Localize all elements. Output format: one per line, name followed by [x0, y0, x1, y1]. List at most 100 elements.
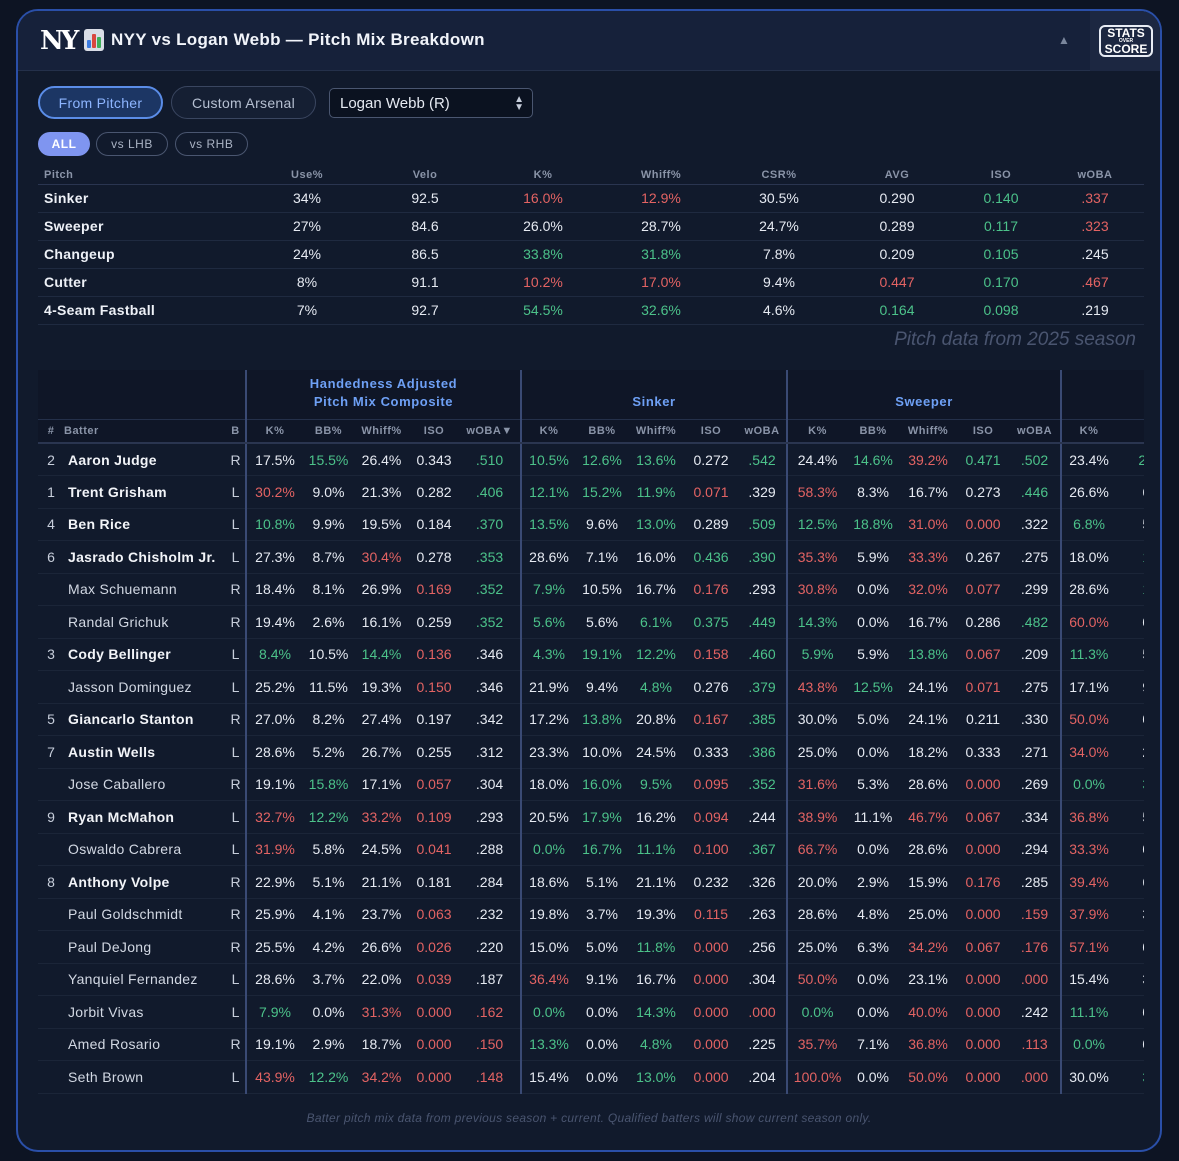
batter-stat: .244 [738, 800, 788, 834]
batter-stat: 15.4% [1060, 963, 1117, 996]
batter-stat: 5.6% [576, 605, 629, 639]
table-row[interactable]: Max Schuemann R 18.4% 8.1% 26.9% 0.169.352 7.9… [38, 573, 1144, 606]
batter-stat: 22.0% [354, 963, 410, 996]
batter-stat: 5.0% [576, 930, 629, 964]
batter-stat: .406 [459, 475, 522, 509]
table-row[interactable]: Jasson Dominguez L 25.2% 11.5% 19.3% 0.150.34… [38, 670, 1144, 704]
filter-vs-rhb[interactable]: vs RHB [175, 132, 248, 156]
pitch-col-header[interactable]: AVG [838, 166, 956, 185]
batter-stat: 0.0% [847, 995, 900, 1029]
pitch-col-header[interactable]: Velo [366, 166, 484, 185]
batter-stat: .294 [1009, 833, 1062, 866]
pitcher-select[interactable]: Logan Webb (R) ▲ ▼ [329, 88, 533, 118]
batter-col-header[interactable]: ISO [409, 418, 460, 444]
pitch-col-header[interactable]: Use% [248, 166, 366, 185]
table-row[interactable]: Randal Grichuk R 19.4% 2.6% 16.1% 0.259.352 5.… [38, 605, 1144, 639]
batter-stat: 30.0% [1060, 1060, 1117, 1094]
table-row[interactable]: Oswaldo Cabrera L 31.9% 5.8% 24.5% 0.041.288 0… [38, 833, 1144, 866]
batter-col-header[interactable]: K% [245, 418, 304, 444]
table-row[interactable]: Yanquiel Fernandez L 28.6% 3.7% 22.0% 0.039.1… [38, 963, 1144, 996]
batter-stat: 13.8% [576, 703, 629, 736]
batter-col-header[interactable]: K% [1060, 418, 1117, 444]
pitch-stat: .467 [1046, 268, 1144, 297]
pitch-col-header[interactable]: K% [484, 166, 602, 185]
batter-col-header[interactable]: Whiff% [899, 418, 958, 444]
pitch-name: Changeup [38, 240, 248, 269]
batter-stat: .000 [1009, 1060, 1062, 1094]
batter-stat: .326 [738, 865, 788, 899]
batter-col-header[interactable]: BB% [576, 418, 629, 444]
batter-col-header[interactable]: BB [1116, 418, 1144, 444]
pitch-col-header[interactable]: Pitch [38, 166, 248, 185]
table-row[interactable]: 3 Cody Bellinger L 8.4% 10.5% 14.4% 0.136.346 4… [38, 638, 1144, 671]
batting-order [38, 605, 64, 639]
pitch-stat: 24.7% [720, 212, 838, 241]
batter-col-header[interactable]: BB% [303, 418, 355, 444]
batter-stat: 12.5% [786, 508, 848, 541]
batter-stat: 13.5% [520, 508, 577, 541]
table-row[interactable]: 4 Ben Rice L 10.8% 9.9% 19.5% 0.184.370 13.5% 9.… [38, 508, 1144, 541]
batter-name: Yanquiel Fernandez [64, 963, 226, 996]
table-row[interactable]: Amed Rosario R 19.1% 2.9% 18.7% 0.000.150 13.3… [38, 1028, 1144, 1061]
batter-stat: 13.8% [899, 638, 958, 671]
batter-hand: L [226, 995, 247, 1029]
batter-stat: 13.0% [628, 508, 685, 541]
batter-col-header[interactable]: Whiff% [354, 418, 410, 444]
table-row[interactable]: 6 Jasrado Chisholm Jr. L 27.3% 8.7% 30.4% 0.27… [38, 540, 1144, 574]
batter-col-header[interactable]: Whiff% [628, 418, 685, 444]
batter-stat: 5.6 [1116, 638, 1144, 671]
table-row[interactable]: 2 Aaron Judge R 17.5% 15.5% 26.4% 0.343.510 10.… [38, 443, 1144, 476]
batter-stat: .367 [738, 833, 788, 866]
table-row[interactable]: 8 Anthony Volpe R 22.9% 5.1% 21.1% 0.181.284 18… [38, 865, 1144, 899]
batter-name: Trent Grisham [64, 475, 226, 509]
batter-stat: 0.0% [786, 995, 848, 1029]
batter-col-header[interactable]: wOBA▼ [459, 418, 522, 444]
batter-col-header[interactable]: B [226, 418, 247, 444]
filter-all[interactable]: ALL [38, 132, 90, 156]
batter-stat: .288 [459, 833, 522, 866]
batter-col-header[interactable]: ISO [684, 418, 739, 444]
table-row[interactable]: 5 Giancarlo Stanton R 27.0% 8.2% 27.4% 0.197.3… [38, 703, 1144, 736]
table-row[interactable]: 7 Austin Wells L 28.6% 5.2% 26.7% 0.255.312 23.… [38, 735, 1144, 769]
pitch-stat: 4.6% [720, 296, 838, 325]
batter-table-scroll[interactable]: Handedness Adjusted Pitch Mix Composite S… [38, 370, 1144, 1097]
pitch-col-header[interactable]: CSR% [720, 166, 838, 185]
pitch-col-header[interactable]: ISO [956, 166, 1046, 185]
batter-stat: 14.4% [354, 638, 410, 671]
from-pitcher-button[interactable]: From Pitcher [38, 86, 163, 119]
batter-col-header[interactable]: ISO [957, 418, 1010, 444]
batter-stat: 14.6% [847, 443, 900, 476]
batter-col-header[interactable]: wOBA [738, 418, 788, 444]
custom-arsenal-button[interactable]: Custom Arsenal [171, 86, 316, 119]
table-row[interactable]: 9 Ryan McMahon L 32.7% 12.2% 33.2% 0.109.293 20… [38, 800, 1144, 834]
card-header[interactable]: NY NYY vs Logan Webb — Pitch Mix Breakdo… [18, 11, 1160, 71]
batter-col-header[interactable]: Batter [64, 418, 226, 444]
group-header-next [1060, 370, 1144, 419]
batter-stat: 0.0 [1116, 930, 1144, 964]
pitch-col-header[interactable]: wOBA [1046, 166, 1144, 185]
batter-col-header[interactable]: # [38, 418, 64, 444]
batter-stat: 2.1 [1116, 735, 1144, 769]
table-row[interactable]: Paul Goldschmidt R 25.9% 4.1% 23.7% 0.063.232… [38, 898, 1144, 931]
table-row[interactable]: Seth Brown L 43.9% 12.2% 34.2% 0.000.148 15.4%… [38, 1060, 1144, 1094]
table-row[interactable]: Jose Caballero R 19.1% 15.8% 17.1% 0.057.304 1… [38, 768, 1144, 801]
batter-stat: 19.1% [245, 1028, 304, 1061]
pitch-stat: 7.8% [720, 240, 838, 269]
batter-col-header[interactable]: BB% [847, 418, 900, 444]
batter-col-header[interactable]: K% [520, 418, 577, 444]
batter-stat: 16.7% [628, 573, 685, 606]
batter-col-header[interactable]: wOBA [1009, 418, 1062, 444]
chevron-up-icon[interactable]: ▲ [1058, 33, 1070, 47]
batter-stat: 31.9% [245, 833, 304, 866]
table-row[interactable]: Paul DeJong R 25.5% 4.2% 26.6% 0.026.220 15.0%… [38, 930, 1144, 964]
table-row[interactable]: Jorbit Vivas L 7.9% 0.0% 31.3% 0.000.162 0.0% 0… [38, 995, 1144, 1029]
pitch-stat: 91.1 [366, 268, 484, 297]
select-chevron-icon: ▲ ▼ [514, 94, 524, 113]
batter-col-header[interactable]: K% [786, 418, 848, 444]
table-row[interactable]: 1 Trent Grisham L 30.2% 9.0% 21.3% 0.282.406 12… [38, 475, 1144, 509]
batter-stat: 0.000 [684, 1028, 739, 1061]
batter-stat: 13. [1116, 540, 1144, 574]
pitch-col-header[interactable]: Whiff% [602, 166, 720, 185]
pitch-stat: 12.9% [602, 184, 720, 213]
filter-vs-lhb[interactable]: vs LHB [96, 132, 168, 156]
